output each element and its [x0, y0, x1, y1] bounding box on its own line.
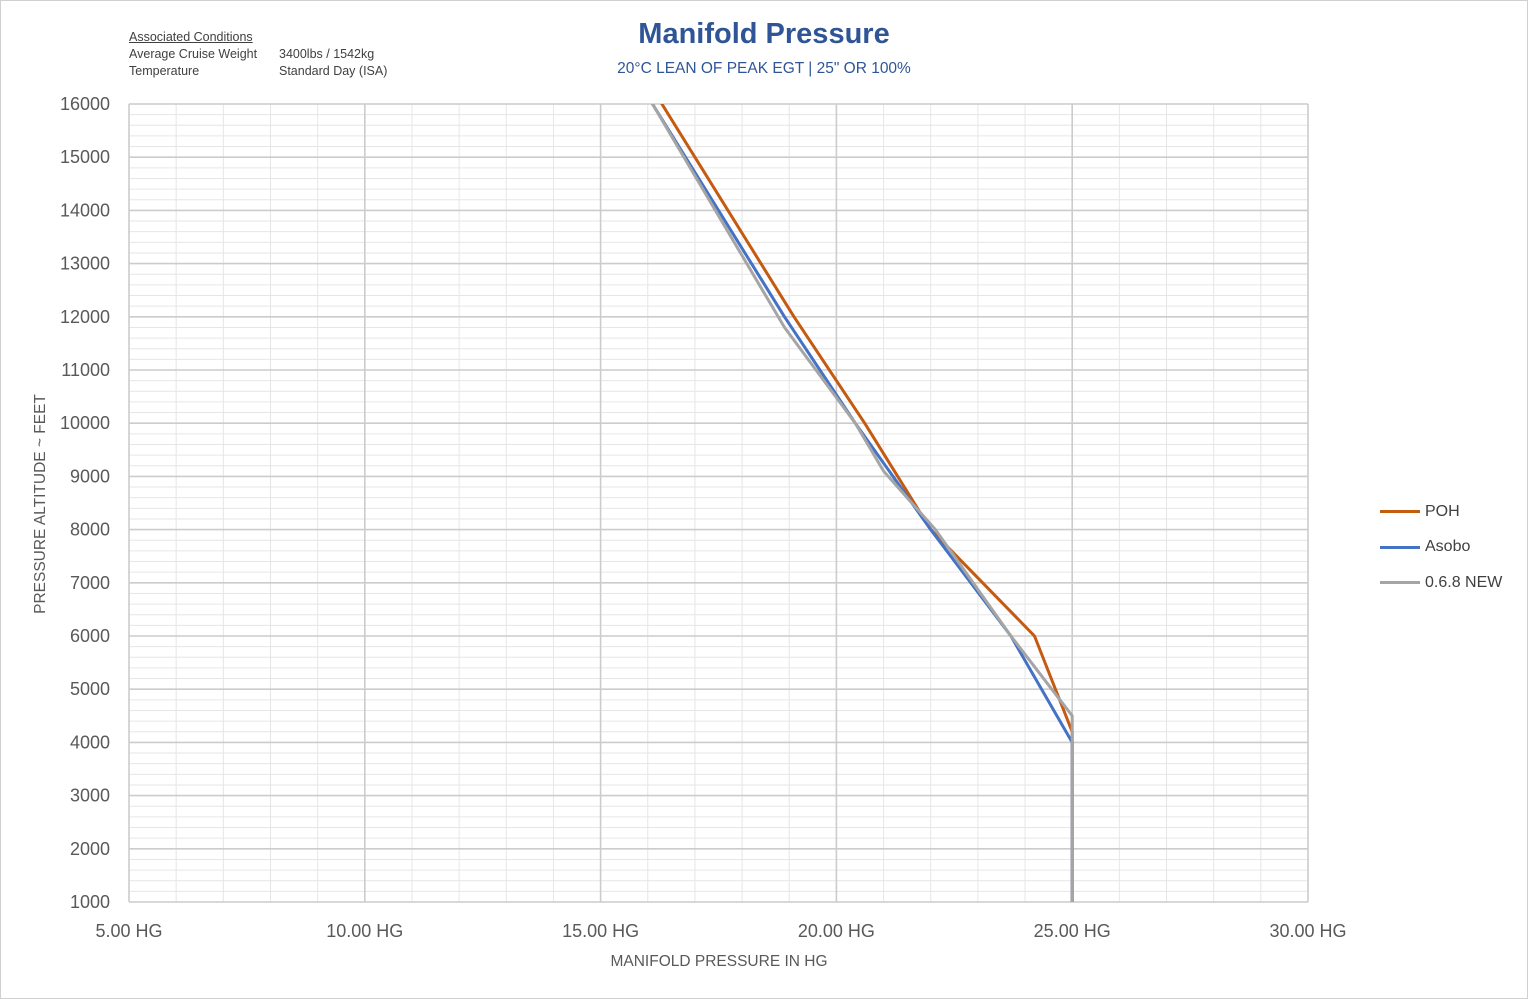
- condition-row-temperature: Temperature Standard Day (ISA): [129, 63, 387, 80]
- x-tick-label: 10.00 HG: [326, 921, 403, 941]
- legend-label: 0.6.8 NEW: [1425, 573, 1503, 591]
- y-tick-label: 8000: [70, 520, 110, 540]
- legend-item: 0.6.8 NEW: [1380, 565, 1502, 601]
- y-tick-label: 6000: [70, 626, 110, 646]
- x-tick-label: 15.00 HG: [562, 921, 639, 941]
- legend-item: POH: [1380, 494, 1502, 530]
- y-tick-label: 7000: [70, 573, 110, 593]
- conditions-heading: Associated Conditions: [129, 30, 253, 44]
- x-tick-label: 30.00 HG: [1269, 921, 1346, 941]
- condition-value: Standard Day (ISA): [279, 64, 388, 78]
- condition-label: Average Cruise Weight: [129, 47, 258, 61]
- series-lines: [651, 104, 1074, 902]
- legend-item: Asobo: [1380, 530, 1502, 566]
- series-line-asobo: [651, 104, 1074, 902]
- y-tick-label: 10000: [60, 413, 110, 433]
- legend-label: Asobo: [1425, 538, 1471, 556]
- y-tick-label: 1000: [70, 892, 110, 912]
- chart-subtitle: 20°C LEAN OF PEAK EGT | 25" OR 100%: [617, 60, 911, 77]
- condition-label: Temperature: [129, 64, 200, 78]
- y-tick-label: 3000: [70, 786, 110, 806]
- condition-value: 3400lbs / 1542kg: [279, 47, 375, 61]
- legend-swatch: [1380, 510, 1420, 514]
- x-axis-title: MANIFOLD PRESSURE IN HG: [610, 953, 827, 970]
- y-tick-label: 12000: [60, 307, 110, 327]
- associated-conditions: Associated Conditions Average Cruise Wei…: [129, 29, 387, 80]
- legend-label: POH: [1425, 502, 1460, 520]
- y-tick-label: 11000: [61, 360, 110, 380]
- legend-swatch: [1380, 545, 1420, 549]
- x-tick-label: 25.00 HG: [1034, 921, 1111, 941]
- major-gridlines: [128, 103, 1309, 903]
- y-tick-label: 9000: [70, 466, 110, 486]
- y-tick-label: 15000: [60, 147, 110, 167]
- legend-swatch: [1380, 581, 1420, 585]
- y-tick-label: 4000: [70, 732, 110, 752]
- minor-gridlines: [128, 103, 1309, 903]
- y-tick-label: 13000: [60, 254, 110, 274]
- y-axis-title: PRESSURE ALTITUDE ~ FEET: [32, 394, 49, 614]
- y-tick-label: 14000: [60, 200, 110, 220]
- chart-legend: POH Asobo 0.6.8 NEW: [1380, 494, 1502, 601]
- x-tick-label: 20.00 HG: [798, 921, 875, 941]
- y-tick-label: 16000: [60, 94, 110, 114]
- chart-title: Manifold Pressure: [638, 18, 890, 50]
- x-tick-label: 5.00 HG: [95, 921, 162, 941]
- series-line-0-6-8-new: [651, 104, 1074, 902]
- tick-labels: 5.00 HG 10.00 HG 15.00 HG 20.00 HG 25.00 HG 3…: [60, 94, 1347, 941]
- y-tick-label: 2000: [70, 839, 110, 859]
- condition-row-weight: Average Cruise Weight 3400lbs / 1542kg: [129, 46, 387, 63]
- y-tick-label: 5000: [70, 679, 110, 699]
